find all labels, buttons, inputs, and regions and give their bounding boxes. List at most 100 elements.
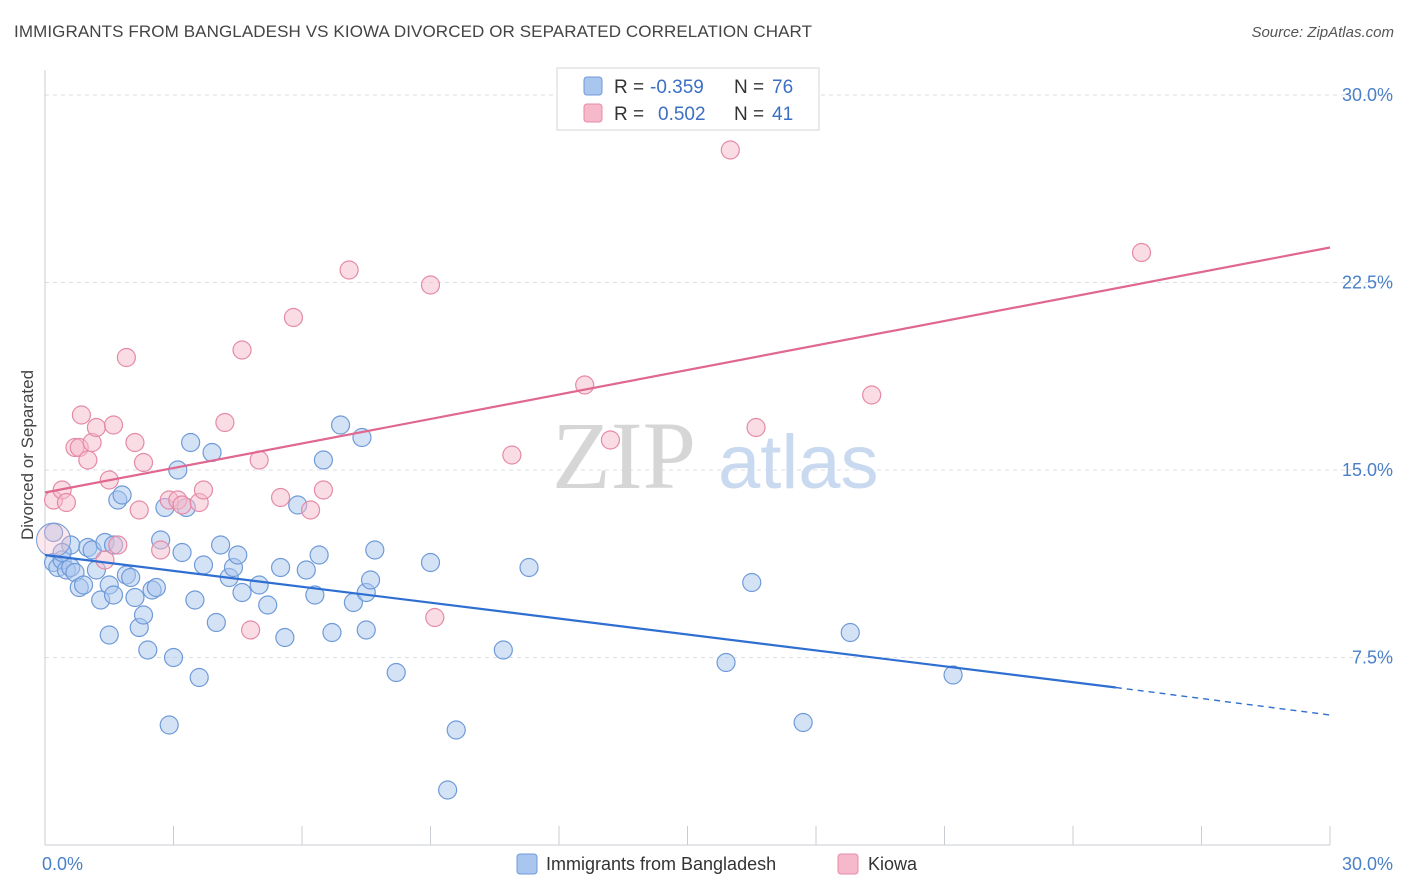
- bottom-legend-swatch-blue: [516, 853, 538, 875]
- bangladesh-trend-line: [44, 553, 1116, 689]
- bangladesh-point-65: [438, 780, 458, 800]
- kiowa-point-11: [103, 415, 124, 435]
- kiowa-point-6: [78, 450, 98, 470]
- legend-n-value-2: 41: [772, 104, 793, 125]
- bangladesh-point-37: [193, 555, 214, 575]
- kiowa-point-32: [420, 275, 441, 295]
- bottom-legend: Immigrants from Bangladesh Kiowa: [516, 853, 918, 875]
- kiowa-point-36: [600, 430, 621, 450]
- kiowa-point-17: [151, 540, 171, 560]
- bottom-legend-label-blue: Immigrants from Bangladesh: [546, 854, 776, 874]
- kiowa-point-14: [125, 432, 145, 453]
- kiowa-point-34: [502, 445, 522, 465]
- bangladesh-point-72: [943, 665, 963, 685]
- kiowa-point-31: [339, 260, 359, 280]
- x-tick-label-0: 0.0%: [42, 854, 83, 874]
- bangladesh-point-47: [275, 627, 295, 648]
- kiowa-point-16: [133, 452, 154, 473]
- bangladesh-point-29: [159, 715, 179, 735]
- watermark-zip: ZIP: [552, 402, 696, 509]
- x-tick-label-1: 30.0%: [1342, 854, 1393, 874]
- chart-title: IMMIGRANTS FROM BANGLADESH VS KIOWA DIVO…: [14, 22, 813, 41]
- bangladesh-point-30: [163, 647, 184, 668]
- watermark: ZIP atlas: [552, 402, 879, 509]
- legend-r-value-1: -0.359: [650, 77, 704, 98]
- bangladesh-point-60: [360, 570, 381, 590]
- grid-lines: [45, 94, 1390, 658]
- bangladesh-point-36: [189, 667, 209, 688]
- bangladesh-point-21: [125, 587, 145, 608]
- bangladesh-point-40: [211, 535, 231, 555]
- bangladesh-point-55: [330, 415, 351, 435]
- kiowa-point-40: [1131, 242, 1152, 263]
- kiowa-point-9: [95, 550, 115, 570]
- kiowa-point-27: [270, 487, 291, 508]
- source-credit: Source: ZipAtlas.com: [1251, 24, 1394, 41]
- y-axis-label: Divorced or Separated: [18, 370, 37, 540]
- bangladesh-point-70: [793, 712, 813, 733]
- watermark-atlas: atlas: [718, 420, 879, 505]
- bangladesh-point-68: [716, 652, 736, 673]
- bangladesh-point-50: [296, 560, 316, 580]
- bangladesh-point-17: [112, 485, 132, 505]
- bangladesh-point-69: [742, 572, 762, 593]
- kiowa-point-38: [746, 417, 766, 438]
- legend: R = -0.359 N = 76 R = 0.502 N = 41: [556, 67, 820, 131]
- kiowa-trend-line: [44, 246, 1331, 494]
- legend-r-label-2: R =: [614, 104, 644, 125]
- bangladesh-point-62: [386, 662, 406, 683]
- bangladesh-point-46: [258, 595, 278, 615]
- bangladesh-point-71: [840, 622, 860, 643]
- bangladesh-point-7: [73, 575, 94, 595]
- bangladesh-point-59: [356, 620, 376, 640]
- legend-n-value-1: 76: [772, 77, 793, 98]
- bangladesh-point-15: [103, 585, 124, 605]
- kiowa-point-30: [313, 480, 334, 500]
- tick-labels: 7.5% 15.0% 22.5% 30.0% 0.0% 30.0%: [42, 85, 1393, 874]
- kiowa-point-37: [720, 140, 740, 160]
- bangladesh-point-31: [168, 460, 188, 480]
- y-tick-label-2: 22.5%: [1342, 273, 1393, 293]
- axes: [44, 70, 1331, 846]
- bangladesh-point-20: [99, 625, 119, 645]
- kiowa-point-24: [232, 340, 252, 360]
- bangladesh-point-66: [493, 640, 513, 660]
- bangladesh-point-24: [138, 640, 158, 660]
- y-tick-label-1: 15.0%: [1342, 460, 1393, 480]
- bangladesh-trend-extension: [1115, 686, 1331, 716]
- kiowa-point-20: [172, 495, 192, 515]
- bangladesh-point-45: [249, 575, 269, 595]
- bangladesh-point-34: [181, 432, 201, 453]
- legend-r-label-1: R =: [614, 77, 644, 98]
- trend-lines: [44, 246, 1331, 716]
- bangladesh-point-52: [309, 545, 329, 565]
- legend-r-value-2: 0.502: [658, 104, 706, 125]
- kiowa-point-5: [71, 405, 92, 425]
- bangladesh-point-53: [313, 450, 334, 470]
- kiowa-point-28: [283, 307, 304, 328]
- bangladesh-point-35: [185, 590, 205, 610]
- bottom-legend-label-pink: Kiowa: [868, 854, 918, 874]
- bangladesh-point-44: [232, 582, 252, 603]
- bangladesh-point-61: [365, 540, 385, 560]
- kiowa-point-23: [215, 412, 235, 433]
- bangladesh-point-54: [322, 622, 342, 643]
- bangladesh-point-63: [420, 552, 441, 573]
- cluster-marker: [36, 522, 72, 558]
- y-tick-label-0: 7.5%: [1352, 648, 1393, 668]
- bangladesh-point-51: [305, 585, 325, 605]
- bangladesh-point-67: [519, 557, 539, 578]
- kiowa-point-2: [56, 492, 77, 513]
- kiowa-point-39: [862, 385, 882, 405]
- kiowa-point-25: [241, 620, 261, 640]
- kiowa-point-33: [425, 607, 445, 628]
- legend-n-label-2: N =: [734, 104, 764, 125]
- kiowa-point-8: [86, 417, 107, 438]
- kiowa-point-15: [129, 500, 149, 520]
- legend-swatch-pink: [583, 103, 603, 123]
- bangladesh-point-23: [133, 605, 154, 625]
- y-tick-label-3: 30.0%: [1342, 85, 1393, 105]
- kiowa-point-13: [116, 347, 136, 368]
- kiowa-point-29: [300, 500, 321, 520]
